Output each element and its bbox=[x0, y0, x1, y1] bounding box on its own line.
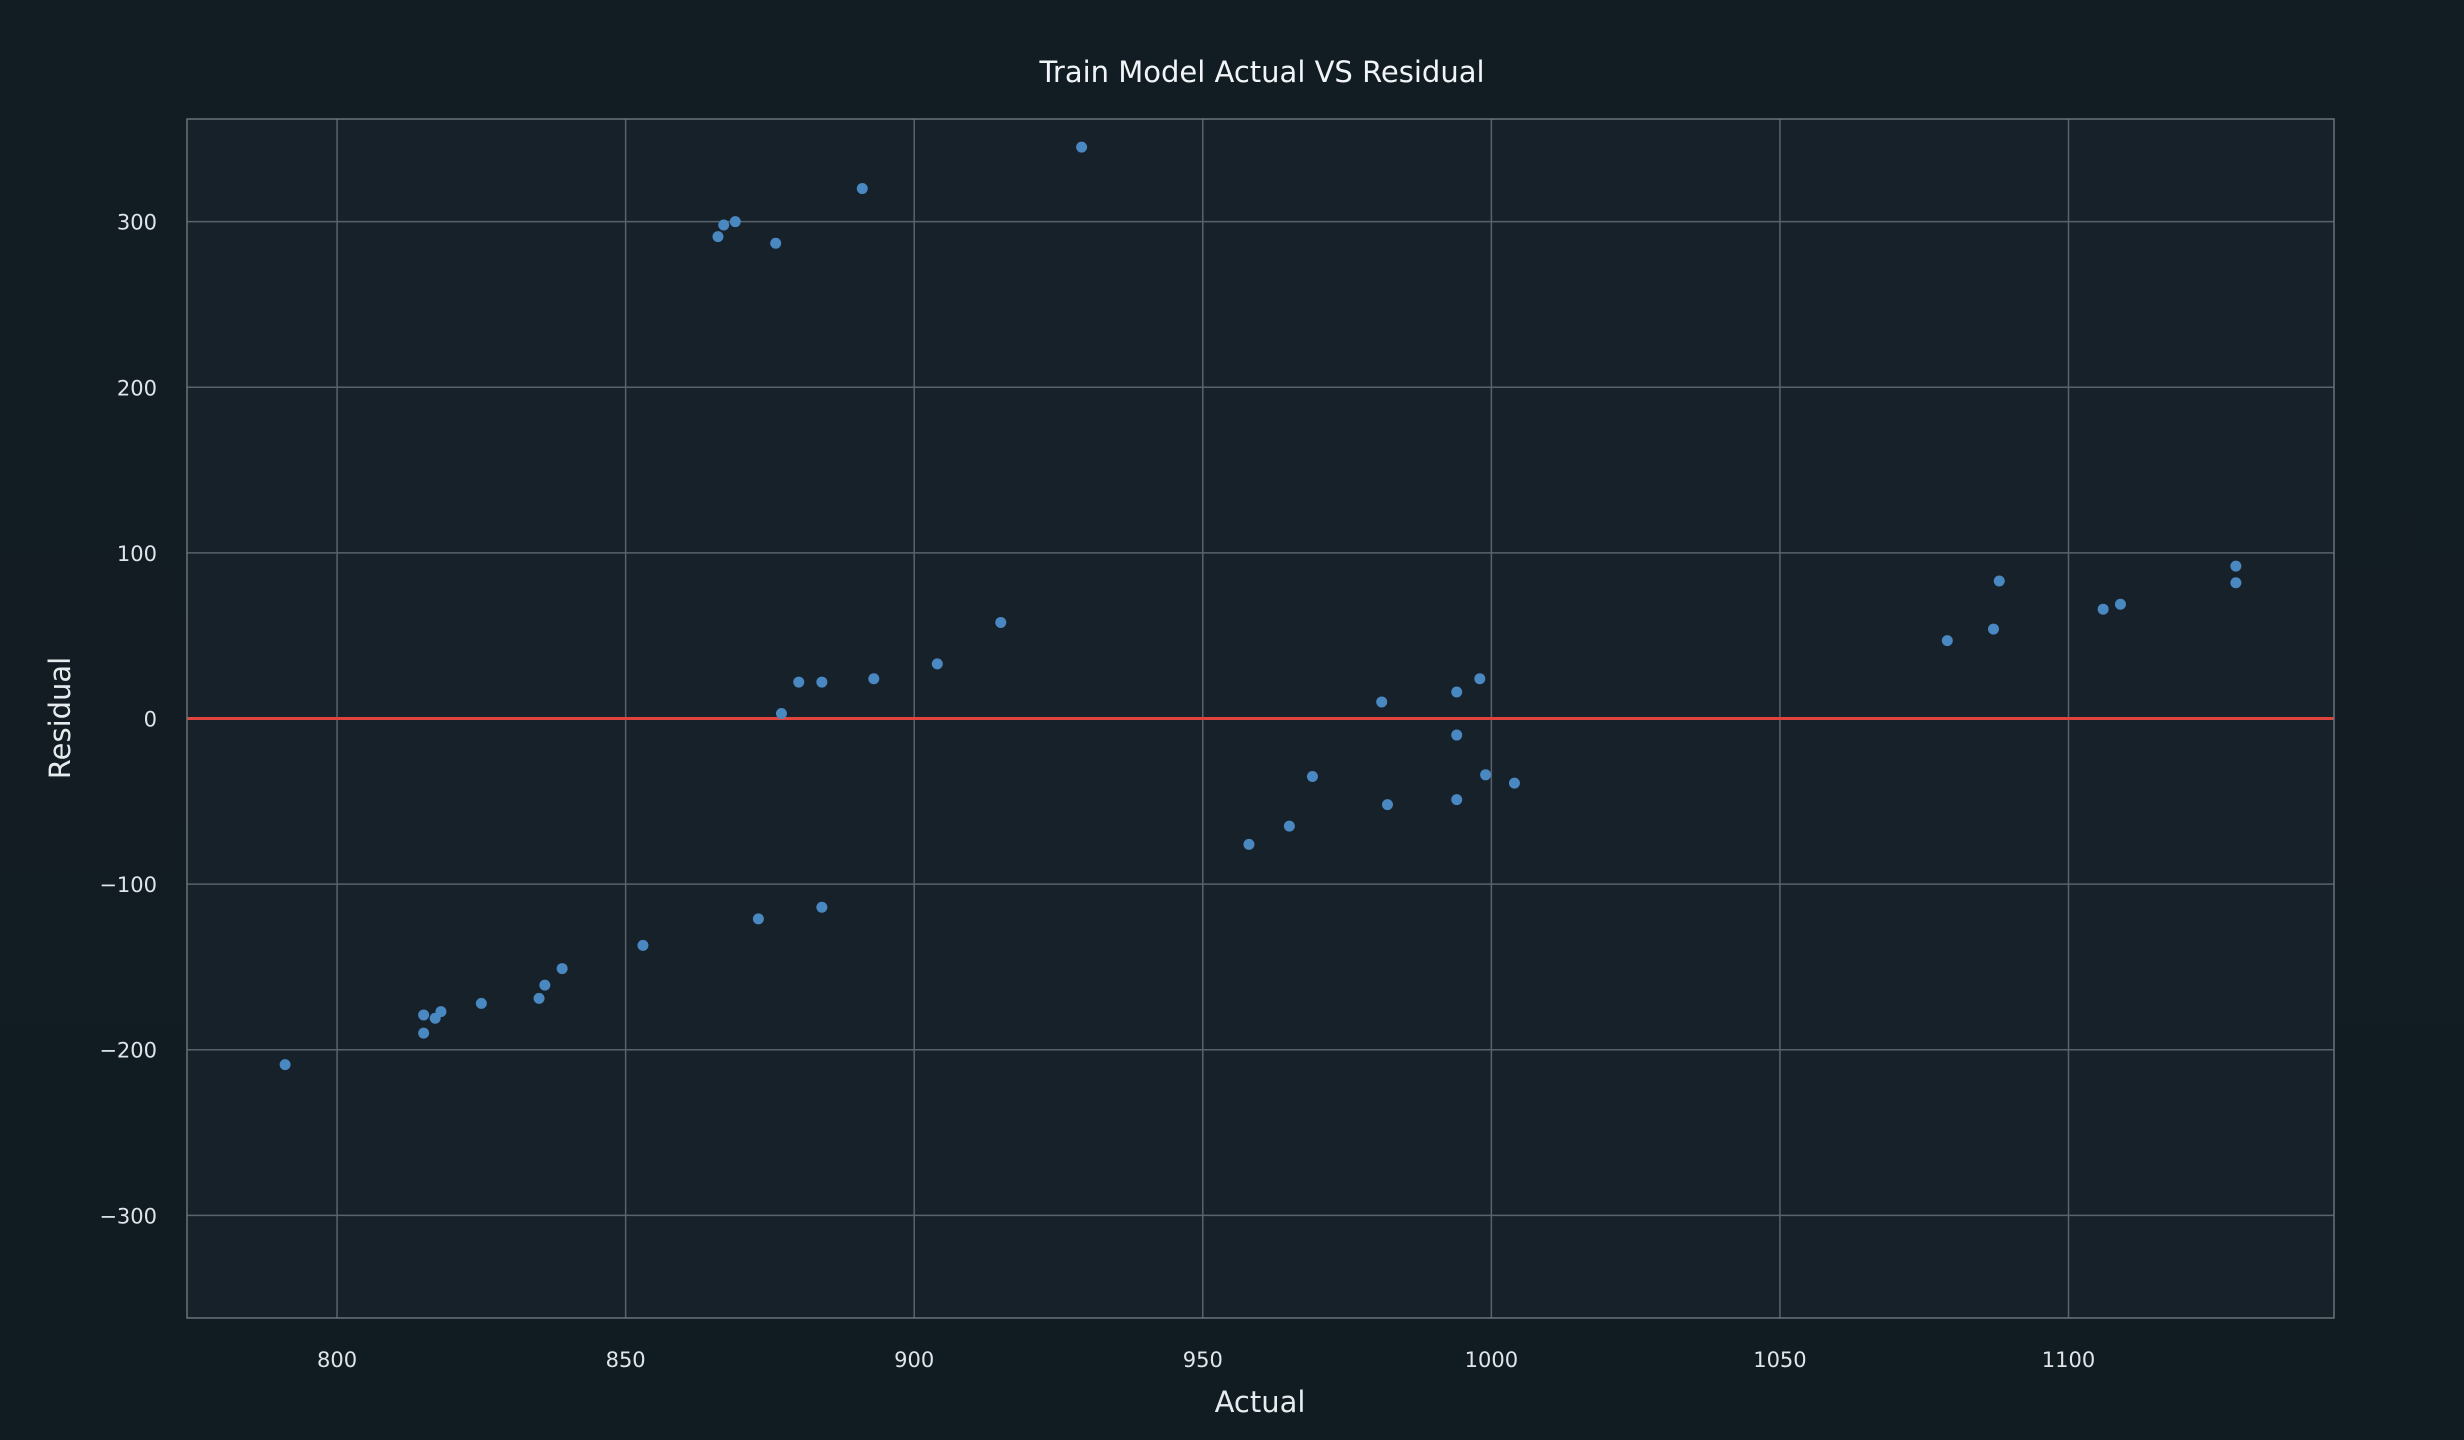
scatter-point bbox=[435, 1006, 447, 1018]
scatter-point bbox=[1381, 799, 1393, 811]
scatter-point bbox=[1451, 794, 1463, 806]
x-tick-label: 1050 bbox=[1753, 1348, 1806, 1372]
scatter-point bbox=[556, 963, 568, 975]
y-tick-label: 300 bbox=[117, 211, 157, 235]
scatter-point bbox=[1306, 770, 1318, 782]
scatter-point bbox=[418, 1009, 430, 1021]
scatter-point bbox=[770, 237, 782, 249]
plot-frame bbox=[186, 118, 2335, 1319]
scatter-point bbox=[533, 992, 545, 1004]
chart-title: Train Model Actual VS Residual bbox=[1038, 55, 1484, 89]
scatter-point bbox=[475, 997, 487, 1009]
scatter-point bbox=[995, 616, 1007, 628]
y-tick-label: 0 bbox=[144, 708, 157, 732]
scatter-point bbox=[931, 658, 943, 670]
scatter-point bbox=[1243, 838, 1255, 850]
tick-labels: 800 850 900 950 1000 1050 1100 −300 −200 −100 0 100… bbox=[99, 211, 2095, 1372]
scatter-point bbox=[1283, 820, 1295, 832]
scatter-point bbox=[1508, 777, 1520, 789]
y-tick-label: −100 bbox=[99, 873, 157, 897]
data-points bbox=[279, 141, 2242, 1071]
scatter-point bbox=[1451, 729, 1463, 741]
scatter-point bbox=[868, 673, 880, 685]
x-tick-label: 900 bbox=[894, 1348, 934, 1372]
scatter-point bbox=[1480, 769, 1492, 781]
y-axis-label: Residual bbox=[43, 657, 77, 779]
x-axis-label: Actual bbox=[1215, 1385, 1306, 1419]
scatter-point bbox=[816, 676, 828, 688]
x-tick-label: 1100 bbox=[2042, 1348, 2095, 1372]
scatter-point bbox=[539, 979, 551, 991]
scatter-point bbox=[793, 676, 805, 688]
scatter-point bbox=[1993, 575, 2005, 587]
scatter-point bbox=[2097, 603, 2109, 615]
scatter-point bbox=[729, 216, 741, 228]
scatter-point bbox=[2230, 560, 2242, 572]
x-tick-label: 800 bbox=[317, 1348, 357, 1372]
y-tick-label: 200 bbox=[117, 376, 157, 400]
scatter-point bbox=[1941, 635, 1953, 647]
scatter-point bbox=[2230, 577, 2242, 589]
scatter-point bbox=[279, 1059, 291, 1071]
scatter-point bbox=[1376, 696, 1388, 708]
scatter-point bbox=[752, 913, 764, 925]
scatter-point bbox=[718, 219, 730, 231]
scatter-point bbox=[712, 231, 724, 243]
scatter-point bbox=[1987, 623, 1999, 635]
x-tick-label: 950 bbox=[1183, 1348, 1223, 1372]
scatter-point bbox=[816, 901, 828, 913]
x-tick-label: 1000 bbox=[1465, 1348, 1518, 1372]
scatter-point bbox=[1451, 686, 1463, 698]
scatter-point bbox=[2114, 598, 2126, 610]
scatter-point bbox=[1474, 673, 1486, 685]
scatter-point bbox=[775, 708, 787, 720]
x-tick-label: 850 bbox=[606, 1348, 646, 1372]
scatter-point bbox=[418, 1027, 430, 1039]
scatter-point bbox=[637, 939, 649, 951]
y-tick-label: −300 bbox=[99, 1204, 157, 1228]
y-tick-label: 100 bbox=[117, 542, 157, 566]
scatter-point bbox=[1076, 141, 1088, 153]
scatter-point bbox=[856, 183, 868, 195]
y-tick-label: −200 bbox=[99, 1039, 157, 1063]
